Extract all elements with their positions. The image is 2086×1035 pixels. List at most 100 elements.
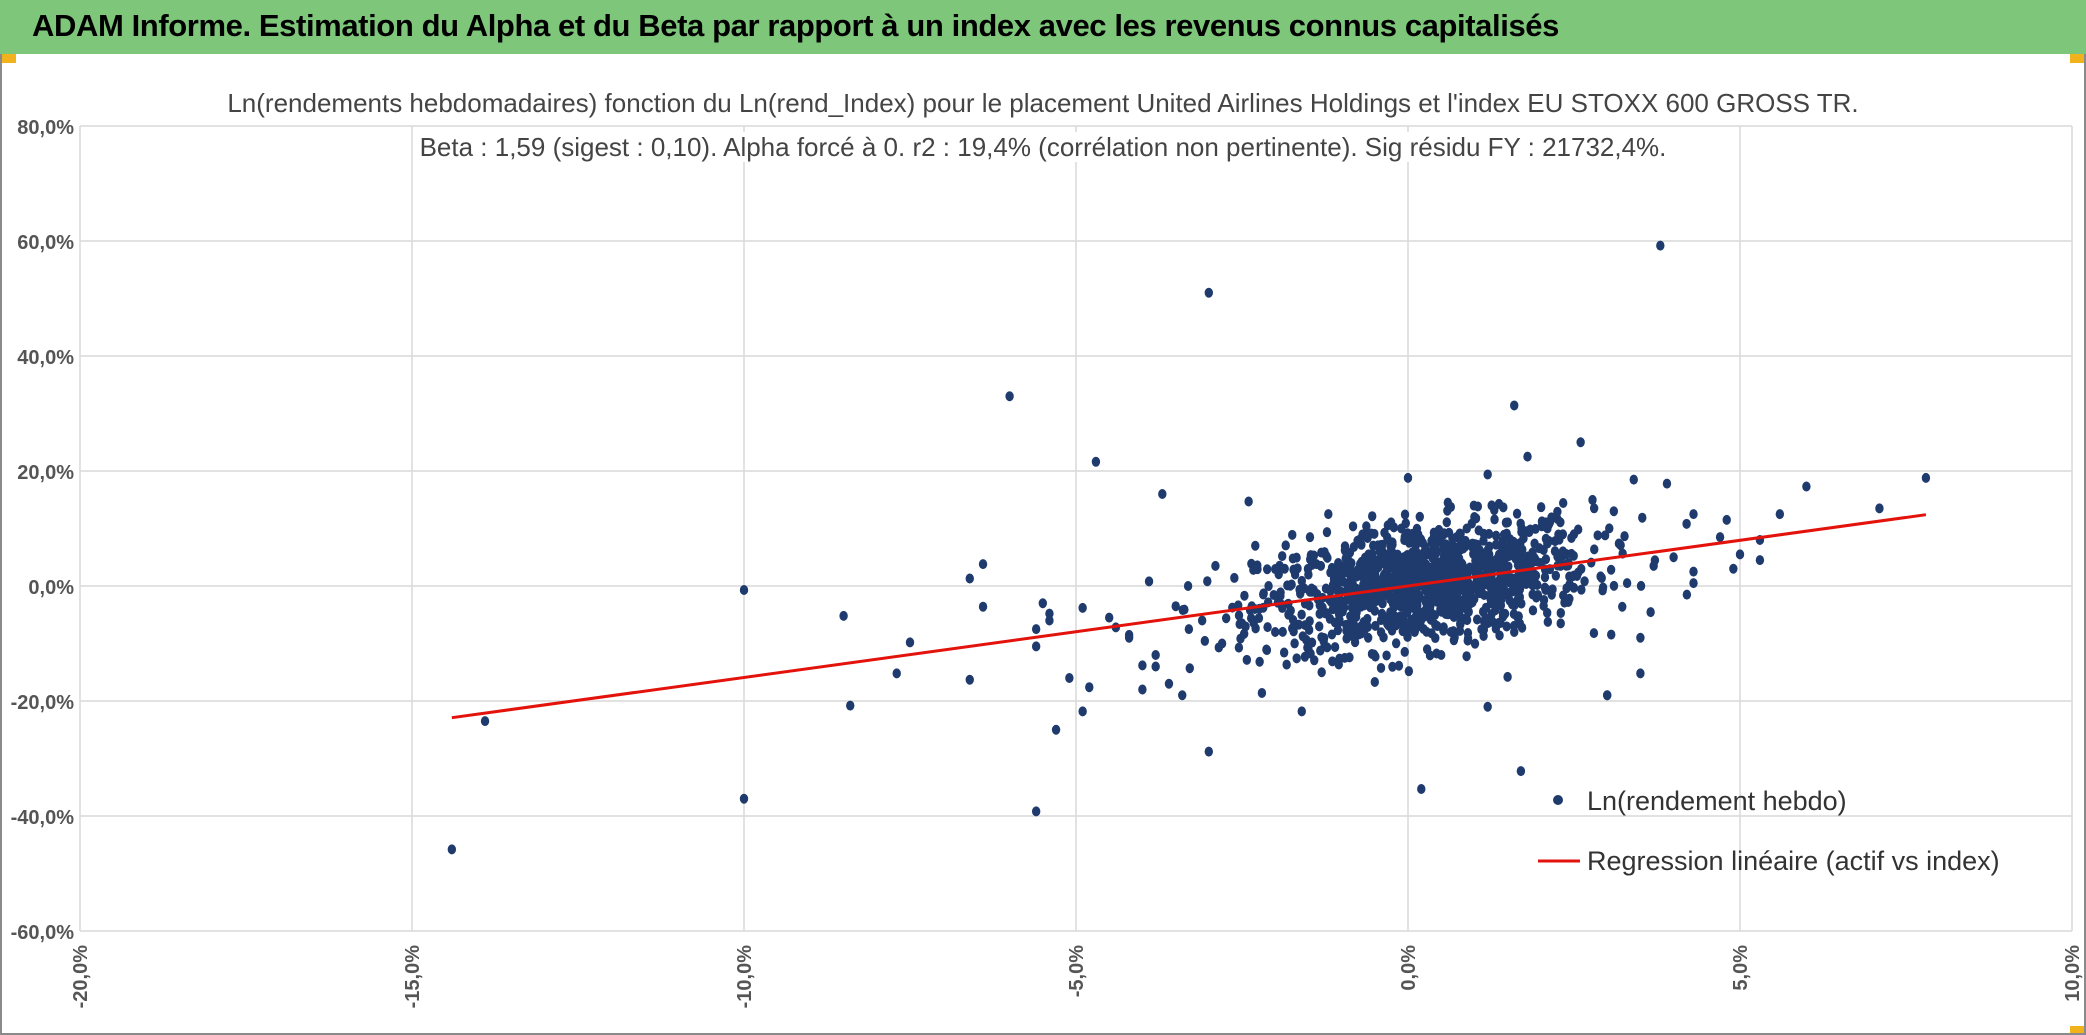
scatter-point (1453, 594, 1463, 605)
scatter-point (1391, 620, 1401, 631)
scatter-point (1471, 555, 1480, 566)
scatter-point (1331, 581, 1340, 592)
scatter-point (1255, 656, 1264, 667)
scatter-point (1085, 682, 1094, 693)
scatter-point (1597, 572, 1606, 583)
scatter-point (1386, 607, 1395, 618)
scatter-point (1290, 638, 1299, 649)
scatter-point (1370, 677, 1380, 688)
scatter-point (1573, 524, 1583, 535)
scatter-point (1278, 551, 1287, 562)
scatter-point (1472, 614, 1482, 625)
scatter-point (1253, 564, 1262, 575)
scatter-point (1517, 598, 1526, 609)
scatter-point (978, 601, 988, 612)
scatter-point (1334, 609, 1344, 620)
scatter-point (1307, 637, 1317, 648)
scatter-point (1318, 602, 1327, 613)
scatter-point (1244, 496, 1253, 507)
scatter-point (1138, 684, 1147, 695)
scatter-point (1319, 636, 1328, 647)
x-tick-label: -20,0% (70, 945, 92, 1009)
scatter-point (1388, 551, 1398, 562)
scatter-point (1031, 624, 1041, 635)
scatter-point (1410, 589, 1420, 600)
scatter-point (1483, 544, 1493, 555)
scatter-point (1370, 528, 1379, 539)
scatter-point (1264, 581, 1273, 591)
scatter-point (1230, 572, 1239, 583)
scatter-point (1503, 517, 1512, 528)
scatter-point (1562, 583, 1571, 594)
scatter-point (1347, 594, 1356, 605)
chart-title-text: Ln(rendements hebdomadaires) fonction du… (221, 88, 1865, 118)
scatter-point (1722, 514, 1731, 525)
scatter-point (480, 716, 490, 727)
scatter-point (1357, 539, 1366, 550)
scatter-point (1045, 608, 1054, 619)
scatter-point (1271, 627, 1280, 637)
scatter-point (1580, 576, 1589, 587)
scatter-point (1607, 629, 1616, 640)
scatter-point (1203, 576, 1212, 587)
scatter-point (1349, 541, 1359, 552)
scatter-point (1185, 663, 1194, 674)
scatter-point (1401, 617, 1411, 628)
scatter-point (1414, 614, 1424, 625)
scatter-point (1629, 474, 1638, 485)
scatter-point (1568, 571, 1577, 582)
scatter-point (1537, 521, 1547, 532)
scatter-point (1689, 509, 1698, 520)
scatter-point (1556, 607, 1566, 618)
scatter-point (1383, 618, 1392, 629)
scatter-point (1065, 673, 1074, 683)
scatter-point (1577, 584, 1586, 595)
scatter-point (447, 844, 457, 855)
scatter-point (1514, 611, 1523, 622)
scatter-point (1528, 605, 1538, 616)
scatter-point (1388, 661, 1397, 672)
scatter-point (1045, 615, 1054, 626)
scatter-point (1622, 578, 1632, 589)
y-tick-label: -20,0% (11, 692, 75, 714)
scatter-point (1031, 806, 1041, 817)
scatter-point (1236, 633, 1245, 644)
scatter-point (1394, 566, 1404, 577)
scatter-point (1449, 635, 1459, 646)
scatter-point (1262, 644, 1271, 655)
scatter-point (1164, 678, 1174, 689)
scatter-point (1483, 469, 1492, 480)
scatter-point (1197, 615, 1207, 626)
scatter-point (1235, 619, 1244, 630)
scatter-point (1502, 621, 1511, 632)
grid (79, 125, 2073, 932)
scatter-point (1333, 565, 1343, 576)
scatter-point (1551, 570, 1561, 581)
scatter-point (1305, 600, 1314, 611)
regression-line-layer (451, 513, 1927, 720)
scatter-point (1391, 591, 1401, 602)
scatter-point (1446, 608, 1455, 619)
scatter-point (1151, 650, 1160, 660)
scatter-point (1442, 547, 1451, 558)
scatter-point (1463, 633, 1473, 644)
scatter-point (1353, 564, 1363, 575)
scatter-point (1496, 556, 1505, 567)
scatter-point (1494, 617, 1503, 628)
scatter-point (1334, 597, 1344, 608)
scatter-point (1456, 619, 1465, 630)
scatter-point (1394, 577, 1403, 588)
scatter-point (1307, 583, 1316, 594)
scatter-point (1386, 517, 1396, 528)
scatter-point (1274, 564, 1284, 575)
scatter-point (1242, 654, 1252, 665)
scatter-point (892, 668, 901, 679)
scatter-point (1251, 623, 1260, 634)
scatter-point (1553, 506, 1562, 517)
scatter-point (1292, 653, 1301, 664)
scatter-point (965, 573, 974, 584)
scatter-point (1257, 687, 1267, 698)
scatter-point (1371, 620, 1380, 631)
scatter-point (1510, 400, 1519, 411)
